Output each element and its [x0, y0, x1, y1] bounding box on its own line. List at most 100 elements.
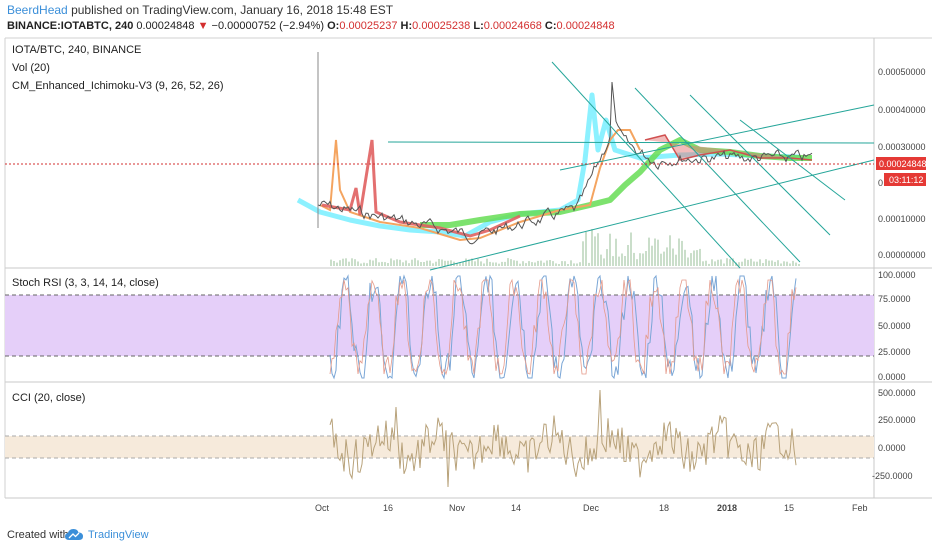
- volume-bar: [696, 250, 698, 266]
- volume-bar: [360, 263, 362, 266]
- volume-bar: [378, 262, 380, 266]
- volume-bar: [651, 245, 653, 266]
- volume-bar: [408, 263, 410, 266]
- volume-bar: [627, 245, 629, 266]
- x-tick: Dec: [583, 503, 600, 513]
- volume-bar: [711, 259, 713, 266]
- volume-bar: [588, 262, 590, 266]
- volume-bar: [552, 261, 554, 266]
- created-with-text: Created with: [7, 529, 69, 541]
- cci-price-axis[interactable]: 500.0000 250.0000 0.0000 -250.0000: [872, 388, 916, 481]
- volume-bar: [402, 262, 404, 266]
- y-tick-rsi: 100.0000: [878, 270, 916, 280]
- cci-pane-title[interactable]: CCI (20, close): [12, 392, 86, 404]
- tradingview-cloud-icon[interactable]: [64, 528, 84, 542]
- main-legend-symbol[interactable]: IOTA/BTC, 240, BINANCE: [12, 44, 142, 56]
- volume-bar: [435, 261, 437, 266]
- stoch-rsi-d-line: [329, 278, 797, 376]
- y-tick-main: 0.00000000: [878, 250, 926, 260]
- volume-bar: [615, 238, 617, 266]
- volume-bar: [447, 260, 449, 266]
- volume-bar: [426, 260, 428, 266]
- trendline: [634, 87, 801, 263]
- volume-bar: [705, 260, 707, 266]
- volume-bar: [525, 263, 527, 266]
- volume-bar: [384, 262, 386, 266]
- volume-bar: [351, 258, 353, 266]
- x-tick: 14: [511, 503, 521, 513]
- volume-bar: [528, 261, 530, 266]
- volume-bar: [753, 261, 755, 266]
- price-change: −0.00000752 (−2.94%): [211, 20, 325, 32]
- main-legend-ichimoku[interactable]: CM_Enhanced_Ichimoku-V3 (9, 26, 52, 26): [12, 80, 224, 92]
- countdown-tag: [884, 173, 926, 186]
- volume-bar: [507, 258, 509, 266]
- volume-bar: [420, 262, 422, 266]
- last-price: 0.00024848: [136, 20, 195, 32]
- volume-bar: [789, 263, 791, 266]
- volume-bar: [363, 262, 365, 266]
- main-legend-volume[interactable]: Vol (20): [12, 62, 50, 74]
- ichimoku-cloud-red-late: [644, 134, 813, 161]
- volume-bar: [579, 262, 581, 266]
- volume-bar: [339, 260, 341, 266]
- volume-bar: [612, 256, 614, 266]
- volume-bar: [456, 263, 458, 266]
- quote-line: BINANCE:IOTABTC, 240 0.00024848 ▼ −0.000…: [7, 20, 615, 32]
- volume-bar: [423, 262, 425, 266]
- cci-line: [329, 389, 797, 488]
- down-arrow-icon: ▼: [197, 20, 209, 32]
- volume-bar: [699, 248, 701, 266]
- volume-bar: [393, 260, 395, 266]
- chart-canvas[interactable]: 0.00050000 0.00040000 0.00030000 0.00010…: [0, 0, 932, 520]
- trendlines[interactable]: [387, 61, 875, 271]
- volume-bar: [786, 261, 788, 266]
- volume-bar: [438, 259, 440, 266]
- volume-bar: [657, 239, 659, 266]
- volume-bar: [330, 259, 332, 266]
- volume-bar: [792, 260, 794, 266]
- y-tick-rsi: 25.0000: [878, 347, 911, 357]
- volume-bar: [534, 262, 536, 266]
- rsi-pane-title[interactable]: Stoch RSI (3, 3, 14, 14, close): [12, 277, 159, 289]
- volume-bar: [480, 261, 482, 266]
- volume-bar: [558, 264, 560, 266]
- tradingview-brand-link[interactable]: TradingView: [88, 529, 149, 541]
- main-price-axis[interactable]: 0.00050000 0.00040000 0.00030000 0.00010…: [878, 67, 926, 260]
- volume-bar: [414, 258, 416, 266]
- price-series: [296, 81, 813, 266]
- volume-bar: [405, 260, 407, 266]
- x-tick: Nov: [449, 503, 466, 513]
- volume-bar: [708, 263, 710, 266]
- author-link[interactable]: BeerdHead: [7, 3, 68, 17]
- volume-bar: [672, 248, 674, 266]
- volume-bar: [429, 260, 431, 266]
- volume-bar: [618, 256, 620, 266]
- volume-bar: [417, 260, 419, 266]
- volume-bar: [624, 256, 626, 266]
- volume-bar: [621, 253, 623, 266]
- rsi-price-axis[interactable]: 100.0000 75.0000 50.0000 25.0000 0.0000: [878, 270, 916, 382]
- volume-bar: [675, 254, 677, 266]
- volume-bar: [387, 263, 389, 266]
- volume-bar: [591, 229, 593, 266]
- volume-bar: [576, 263, 578, 266]
- volume-bar: [663, 251, 665, 266]
- volume-bar: [765, 259, 767, 266]
- volume-bar: [726, 258, 728, 266]
- volume-bar: [555, 263, 557, 266]
- volume-bar: [504, 261, 506, 266]
- volume-bar: [768, 260, 770, 266]
- volume-bar: [777, 260, 779, 266]
- volume-bar: [609, 233, 611, 266]
- volume-bar: [501, 261, 503, 266]
- ichimoku-base-line: [319, 129, 641, 242]
- volume-bar: [348, 261, 350, 266]
- footer: Created with TradingView: [0, 520, 932, 550]
- volume-bar: [471, 258, 473, 266]
- time-axis[interactable]: Oct 16 Nov 14 Dec 18 2018 15 Feb: [315, 503, 868, 513]
- low-value: 0.00024668: [483, 20, 542, 32]
- volume-bar: [681, 240, 683, 266]
- volume-bar: [729, 259, 731, 266]
- volume-bar: [345, 258, 347, 266]
